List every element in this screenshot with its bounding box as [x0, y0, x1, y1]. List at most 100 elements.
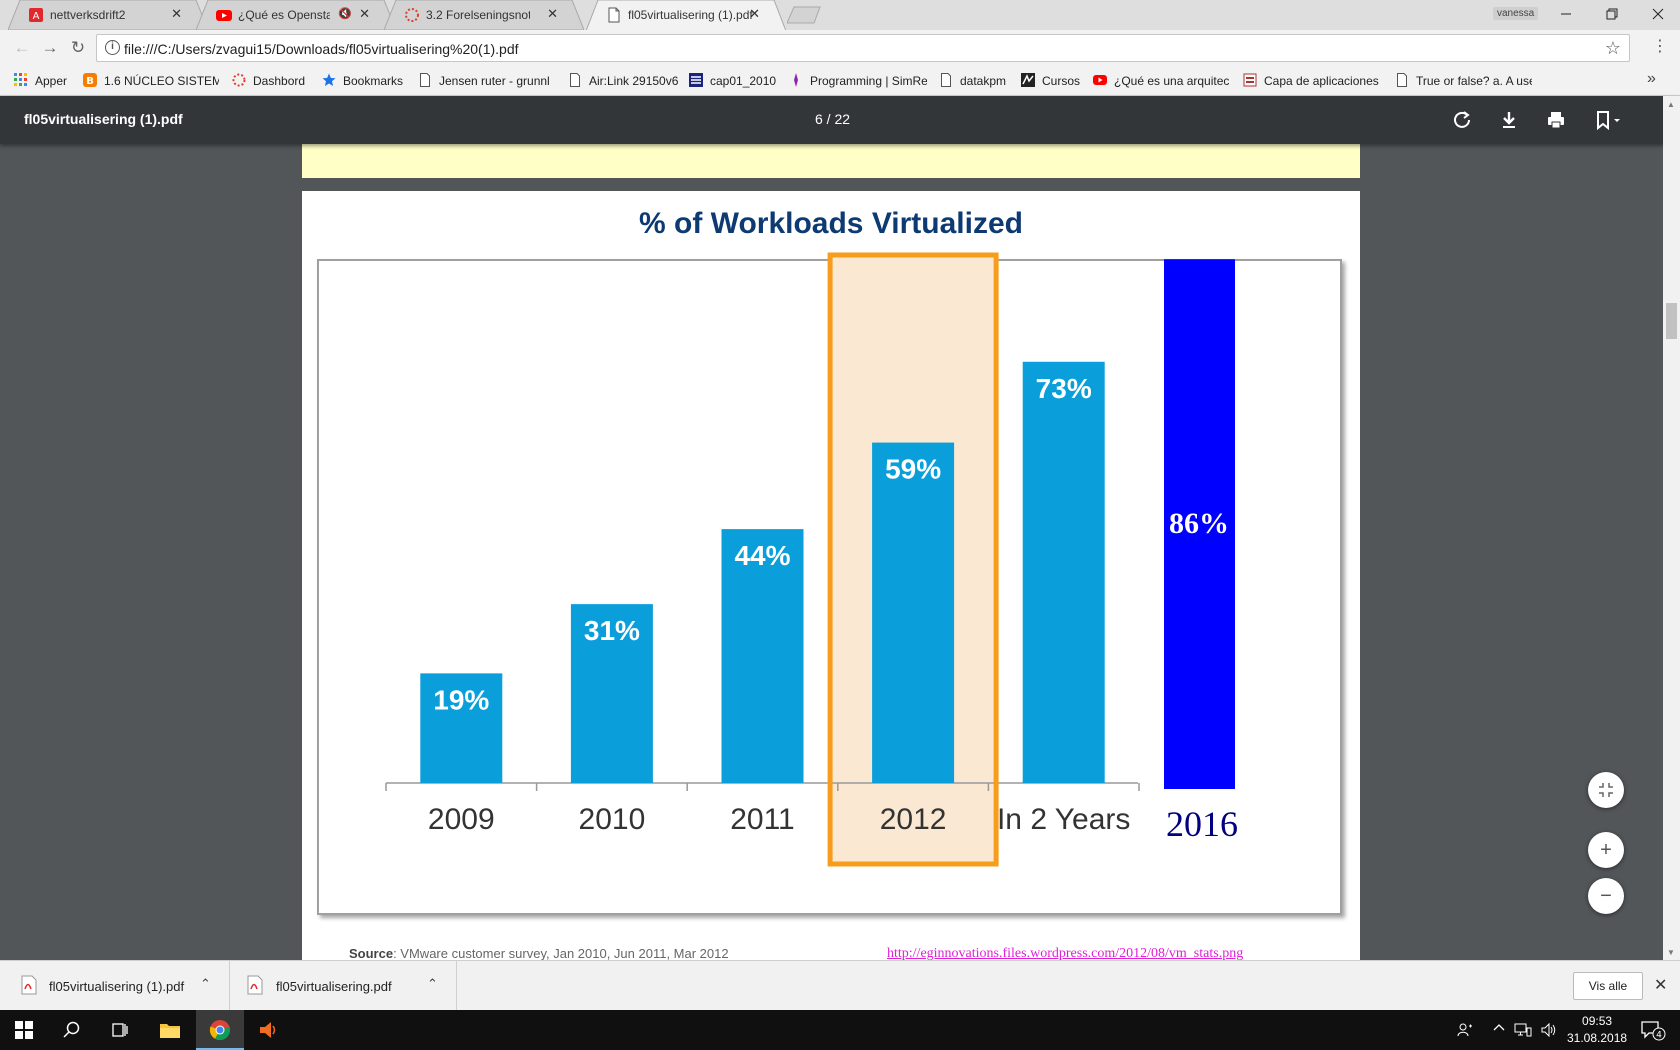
scrollbar-thumb[interactable] — [1666, 303, 1677, 339]
minus-icon: − — [1600, 885, 1612, 907]
bookmark-label: Dashbord — [253, 74, 306, 88]
forward-button[interactable]: → — [36, 34, 64, 62]
scroll-down-icon[interactable]: ▼ — [1667, 948, 1675, 957]
uni-icon — [689, 73, 703, 87]
bar-value-label: 31% — [584, 615, 640, 646]
browser-toolbar: ← → ↻ i file:///C:/Users/zvagui15/Downlo… — [0, 30, 1680, 66]
bookmark-menu-icon[interactable] — [1592, 108, 1626, 132]
pdf-page: % of Workloads Virtualized 19% 2009 31% 201… — [302, 191, 1360, 960]
bookmark-jensen[interactable]: Jensen ruter - grunnl — [418, 73, 553, 88]
minimize-button[interactable] — [1543, 2, 1589, 28]
print-icon[interactable] — [1544, 108, 1568, 132]
media-app-button[interactable] — [244, 1010, 292, 1050]
new-tab-button[interactable] — [787, 6, 821, 24]
bar-value-label: 59% — [885, 454, 941, 485]
bookmark-bookmarks[interactable]: Bookmarks — [322, 73, 403, 88]
info-icon[interactable]: i — [105, 40, 120, 55]
close-icon[interactable]: ✕ — [749, 6, 760, 21]
close-icon — [1652, 8, 1664, 20]
source-note: Source: VMware customer survey, Jan 2010… — [349, 946, 729, 960]
close-icon[interactable]: ✕ — [359, 6, 370, 21]
start-button[interactable] — [0, 1010, 48, 1050]
scroll-up-icon[interactable]: ▲ — [1667, 100, 1675, 109]
address-bar[interactable]: i file:///C:/Users/zvagui15/Downloads/fl… — [96, 34, 1630, 62]
notifications-icon[interactable]: 4 — [1640, 1019, 1666, 1044]
tab-nettverksdrift2[interactable]: A nettverksdrift2 ✕ — [8, 0, 208, 30]
minimize-icon — [1561, 13, 1571, 15]
tab-fl05virtualisering[interactable]: fl05virtualisering (1).pdf ✕ — [586, 0, 786, 30]
pdf-file-icon — [21, 975, 37, 995]
back-button[interactable]: ← — [8, 34, 36, 62]
bar-value-label: 44% — [734, 540, 790, 571]
page-icon — [941, 73, 951, 87]
notification-count: 4 — [1656, 1031, 1662, 1041]
bookmark-airlink[interactable]: Air:Link 29150v6 — [568, 73, 678, 88]
kebab-menu-icon[interactable]: ⋮ — [1652, 38, 1668, 55]
close-window-button[interactable] — [1635, 2, 1680, 28]
bookmark-apper[interactable]: Apper — [14, 73, 67, 88]
tab-title: ¿Qué es Openstack ? — [238, 8, 330, 22]
tab-strip: A nettverksdrift2 ✕ ¿Qué es Openstack ? … — [0, 0, 1680, 30]
bookmark-star-icon[interactable]: ☆ — [1604, 38, 1621, 58]
file-explorer-button[interactable] — [146, 1010, 194, 1050]
bookmark-cursos[interactable]: Cursos — [1021, 73, 1080, 88]
show-all-downloads-button[interactable]: Vis alle — [1573, 972, 1643, 1000]
chrome-button[interactable] — [196, 1010, 244, 1050]
volume-icon[interactable] — [1540, 1022, 1558, 1041]
bookmark-programming[interactable]: Programming | SimRe — [789, 73, 927, 88]
pdf-viewer[interactable]: % of Workloads Virtualized 19% 2009 31% 201… — [0, 144, 1680, 960]
network-icon[interactable] — [1514, 1022, 1532, 1041]
bar-in-2-years — [1022, 361, 1105, 783]
fit-to-page-button[interactable] — [1588, 772, 1624, 808]
speaker-app-icon — [260, 1022, 276, 1038]
star-icon — [322, 73, 336, 86]
task-view-icon — [112, 1023, 128, 1037]
bookmark-cap01[interactable]: cap01_2010 — [689, 73, 776, 88]
chevron-up-icon[interactable] — [1493, 1022, 1505, 1037]
tab-openstack[interactable]: ¿Qué es Openstack ? 🔇 ✕ — [196, 0, 396, 30]
restore-button[interactable] — [1589, 2, 1635, 28]
bookmark-datakpm[interactable]: datakpm — [939, 73, 1006, 88]
bookmark-dashbord[interactable]: Dashbord — [232, 73, 305, 88]
close-icon[interactable]: ✕ — [547, 6, 558, 21]
bookmark-true-or-false[interactable]: True or false? a. A use — [1395, 73, 1532, 88]
bookmark-nucleo[interactable]: B 1.6 NÚCLEO SISTEMA — [83, 73, 219, 88]
annotation-value-label: 86% — [1169, 507, 1229, 540]
bookmark-capa[interactable]: Capa de aplicaciones — [1243, 73, 1380, 88]
rotate-icon[interactable] — [1450, 108, 1474, 132]
people-icon[interactable] — [1457, 1022, 1473, 1041]
close-shelf-icon[interactable]: ✕ — [1654, 977, 1668, 994]
page-indicator[interactable]: 6 / 22 — [815, 111, 851, 127]
download-icon[interactable] — [1497, 108, 1521, 132]
task-view-button[interactable] — [96, 1010, 144, 1050]
previous-page — [302, 144, 1360, 178]
mute-icon[interactable]: 🔇 — [338, 8, 352, 20]
bookmark-arquitectura[interactable]: ¿Qué es una arquitec — [1093, 73, 1230, 88]
close-icon[interactable]: ✕ — [171, 6, 182, 21]
source-link[interactable]: http://eginnovations.files.wordpress.com… — [887, 946, 1244, 960]
page-icon — [1397, 73, 1407, 87]
search-button[interactable] — [48, 1010, 96, 1050]
pdf-icon: A — [29, 8, 43, 22]
zoom-out-button[interactable]: − — [1588, 878, 1624, 914]
file-icon — [608, 7, 620, 23]
zoom-in-button[interactable]: + — [1588, 832, 1624, 868]
restore-icon — [1606, 8, 1618, 20]
clock[interactable]: 09:53 31.08.2018 — [1567, 1013, 1627, 1047]
bookmarks-overflow-button[interactable]: » — [1647, 70, 1656, 87]
download-item-1[interactable]: fl05virtualisering (1).pdf ⌃ — [0, 961, 230, 1011]
download-item-2[interactable]: fl05virtualisering.pdf ⌃ — [230, 961, 457, 1011]
chevron-up-icon[interactable]: ⌃ — [200, 976, 211, 991]
pdf-file-icon — [247, 975, 263, 995]
chevron-up-icon[interactable]: ⌃ — [427, 976, 438, 991]
youtube-icon — [216, 10, 232, 21]
reload-button[interactable]: ↻ — [64, 34, 92, 62]
bookmark-label: Cursos — [1042, 74, 1081, 88]
profile-button[interactable]: vanessa — [1493, 7, 1539, 20]
vertical-scrollbar[interactable]: ▲ ▼ — [1663, 96, 1680, 960]
source-label: Source — [349, 946, 394, 960]
highlight-border — [827, 252, 999, 867]
bar-2012 — [872, 442, 955, 783]
tab-forelseningsnotat[interactable]: 3.2 Forelseningsnotat:DAT ✕ — [384, 0, 584, 30]
url-text[interactable]: file:///C:/Users/zvagui15/Downloads/fl05… — [124, 41, 519, 57]
